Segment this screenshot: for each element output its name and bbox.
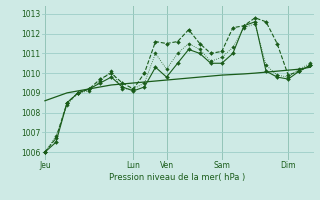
X-axis label: Pression niveau de la mer( hPa ): Pression niveau de la mer( hPa ) xyxy=(109,173,246,182)
